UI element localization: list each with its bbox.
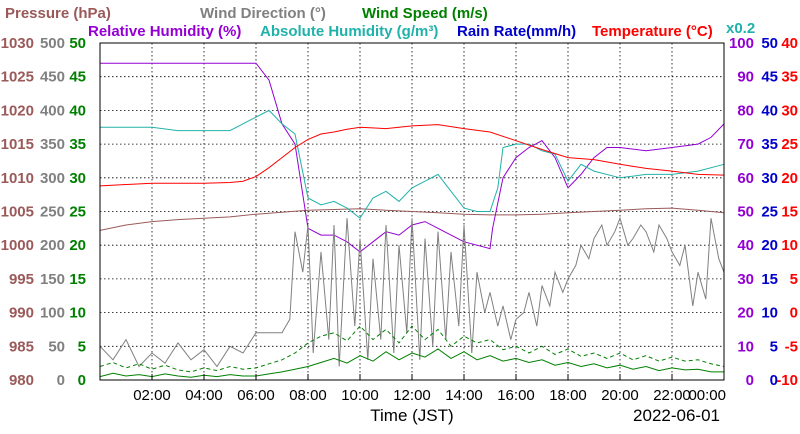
y-tick-label: -10 xyxy=(776,372,798,389)
x-tick-label: 20:00 xyxy=(601,387,639,404)
y-tick-label: 30 xyxy=(761,170,778,187)
y-tick-label: 10 xyxy=(69,305,86,322)
legend-item: Wind Direction (°) xyxy=(200,5,326,22)
y-tick-label: 1010 xyxy=(1,170,34,187)
x-tick-label: 06:00 xyxy=(237,387,275,404)
legend-item: Absolute Humidity (g/m³) xyxy=(260,23,438,40)
y-tick-label: 400 xyxy=(40,102,65,119)
y-tick-label: 90 xyxy=(737,69,754,86)
y-tick-label: 25 xyxy=(761,204,778,221)
legend-multiplier: x0.2 xyxy=(726,20,755,37)
x-tick-label: 14:00 xyxy=(445,387,483,404)
y-tick-label: 40 xyxy=(737,237,754,254)
series-line xyxy=(99,207,725,231)
y-tick-label: 5 xyxy=(770,338,778,355)
y-tick-label: 1000 xyxy=(1,237,34,254)
y-tick-label: 80 xyxy=(737,102,754,119)
y-tick-label: 10 xyxy=(761,305,778,322)
series-line xyxy=(100,62,725,253)
y-tick-label: 30 xyxy=(781,102,798,119)
series-line xyxy=(99,216,725,368)
y-tick-label: 50 xyxy=(69,35,86,52)
x-tick-label: 18:00 xyxy=(549,387,587,404)
x-tick-label: 12:00 xyxy=(393,387,431,404)
y-tick-label: 70 xyxy=(737,136,754,153)
x-tick-label: 08:00 xyxy=(289,387,327,404)
y-tick-label: 30 xyxy=(69,170,86,187)
date-label: 2022-06-01 xyxy=(633,406,720,425)
y-tick-label: 20 xyxy=(69,237,86,254)
y-tick-label: 15 xyxy=(781,204,798,221)
y-tick-label: 10 xyxy=(781,237,798,254)
y-tick-label: 200 xyxy=(40,237,65,254)
y-tick-label: 40 xyxy=(761,102,778,119)
legend-item: Pressure (hPa) xyxy=(5,5,111,22)
y-tick-label: 0 xyxy=(57,372,65,389)
legend: Pressure (hPa) Wind Direction (°) Wind Spe… xyxy=(5,5,755,40)
y-tick-label: 980 xyxy=(9,372,34,389)
y-tick-label: 1015 xyxy=(1,136,34,153)
x-tick-label: 10:00 xyxy=(341,387,379,404)
series-line xyxy=(100,109,725,219)
y-tick-label: 50 xyxy=(737,204,754,221)
y-tick-label: 25 xyxy=(69,204,86,221)
y-tick-label: 10 xyxy=(737,338,754,355)
x-axis-title: Time (JST) xyxy=(370,406,453,425)
y-tick-label: 30 xyxy=(737,271,754,288)
y-tick-label: -5 xyxy=(785,338,798,355)
y-tick-label: 20 xyxy=(737,305,754,322)
y-tick-label: 45 xyxy=(69,69,86,86)
x-tick-label: 02:00 xyxy=(133,387,171,404)
y-tick-label: 300 xyxy=(40,170,65,187)
y-tick-label: 1030 xyxy=(1,35,34,52)
y-tick-label: 35 xyxy=(69,136,86,153)
y-tick-label: 5 xyxy=(790,271,798,288)
y-tick-label: 45 xyxy=(761,69,778,86)
y-tick-label: 0 xyxy=(746,372,754,389)
series-line xyxy=(99,124,725,187)
series-line xyxy=(99,325,725,373)
left-axes: 1030102510201015101010051000995990985980… xyxy=(1,35,86,389)
y-tick-label: 995 xyxy=(9,271,34,288)
y-tick-label: 35 xyxy=(761,136,778,153)
x-tick-label: 00:00 xyxy=(688,387,726,404)
y-tick-label: 15 xyxy=(69,271,86,288)
y-tick-label: 40 xyxy=(781,35,798,52)
x-tick-label: 04:00 xyxy=(185,387,223,404)
legend-item: Relative Humidity (%) xyxy=(88,23,241,40)
y-tick-label: 500 xyxy=(40,35,65,52)
y-tick-label: 250 xyxy=(40,204,65,221)
legend-item: Temperature (°C) xyxy=(592,23,713,40)
y-tick-label: 0 xyxy=(78,372,86,389)
y-tick-label: 990 xyxy=(9,305,34,322)
x-tick-label: 22:00 xyxy=(653,387,691,404)
y-tick-label: 1025 xyxy=(1,69,34,86)
y-tick-label: 20 xyxy=(761,237,778,254)
x-tick-label: 16:00 xyxy=(497,387,535,404)
legend-item: Wind Speed (m/s) xyxy=(362,5,488,22)
y-tick-label: 5 xyxy=(78,338,86,355)
y-tick-label: 100 xyxy=(40,305,65,322)
y-tick-label: 15 xyxy=(761,271,778,288)
y-tick-label: 0 xyxy=(770,372,778,389)
y-tick-label: 25 xyxy=(781,136,798,153)
y-tick-label: 50 xyxy=(48,338,65,355)
y-tick-label: 40 xyxy=(69,102,86,119)
y-tick-label: 20 xyxy=(781,170,798,187)
y-tick-label: 1005 xyxy=(1,204,34,221)
y-tick-label: 100 xyxy=(729,35,754,52)
y-tick-label: 985 xyxy=(9,338,34,355)
y-tick-label: 0 xyxy=(790,305,798,322)
right-axes: 1009080706050403020100504540353025201510… xyxy=(729,35,798,389)
y-tick-label: 150 xyxy=(40,271,65,288)
x-axis: 02:00 04:00 06:00 08:00 10:00 12:00 14:00 16:00… xyxy=(133,374,726,404)
legend-item: Rain Rate(mm/h) xyxy=(457,23,576,40)
y-tick-label: 35 xyxy=(781,69,798,86)
y-tick-label: 350 xyxy=(40,136,65,153)
y-tick-label: 1020 xyxy=(1,102,34,119)
y-tick-label: 60 xyxy=(737,170,754,187)
y-tick-label: 450 xyxy=(40,69,65,86)
y-tick-label: 50 xyxy=(761,35,778,52)
